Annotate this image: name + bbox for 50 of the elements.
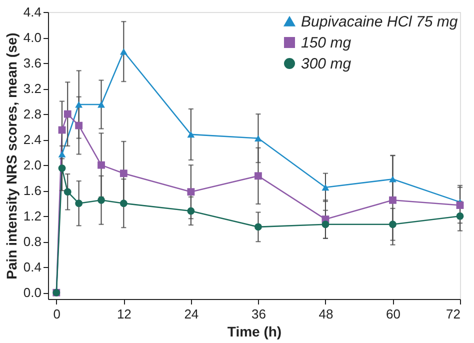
y-tick-label: 1.2: [23, 208, 42, 224]
y-tick-label: 0.4: [23, 260, 42, 275]
y-tick-label: 3.2: [23, 81, 42, 96]
y-tick-label: 1.6: [23, 183, 42, 198]
point: [64, 110, 72, 118]
y-tick-label: 2.4: [23, 132, 42, 148]
point: [254, 223, 262, 231]
point: [98, 196, 105, 204]
point: [64, 188, 72, 196]
x-tick-label: 36: [251, 306, 266, 322]
y-tick-label: 4.0: [23, 30, 42, 46]
point: [254, 135, 262, 142]
point: [75, 122, 83, 130]
y-tick-label: 2.8: [23, 106, 42, 122]
x-tick-label: 12: [116, 306, 132, 322]
x-axis-title: Time (h): [227, 324, 282, 340]
point: [120, 170, 128, 178]
point: [75, 200, 83, 208]
x-tick-label: 48: [318, 306, 334, 322]
y-tick-label: 0.0: [23, 285, 42, 300]
point: [389, 196, 396, 204]
point: [98, 161, 105, 169]
point: [389, 220, 396, 228]
point: [254, 172, 262, 180]
point: [389, 176, 396, 182]
legend-label: Bupivacaine HCl 75 mg: [301, 14, 458, 30]
point: [120, 200, 128, 208]
point: [187, 188, 195, 196]
x-tick-label: 24: [184, 306, 199, 322]
y-axis-title: Pain intensity NRS scores, mean (se): [3, 32, 20, 280]
point: [75, 101, 83, 108]
x-tick-label: 72: [446, 306, 460, 322]
point: [187, 207, 195, 215]
point: [322, 220, 330, 228]
y-tick-label: 3.6: [23, 56, 42, 71]
y-tick-label: 2.0: [23, 158, 42, 173]
x-tick-label: 0: [53, 306, 61, 322]
legend-label: 150 mg: [301, 34, 352, 52]
y-tick-label: 0.8: [23, 234, 42, 250]
point: [187, 131, 195, 138]
point: [58, 164, 66, 172]
legend-label: 300 mg: [301, 56, 352, 72]
point: [98, 101, 105, 108]
point: [322, 184, 330, 191]
point: [456, 202, 464, 209]
y-tick-label: 4.4: [23, 4, 42, 20]
point: [120, 48, 128, 55]
x-tick-label: 60: [386, 306, 400, 322]
point: [456, 212, 464, 220]
point: [58, 151, 66, 158]
